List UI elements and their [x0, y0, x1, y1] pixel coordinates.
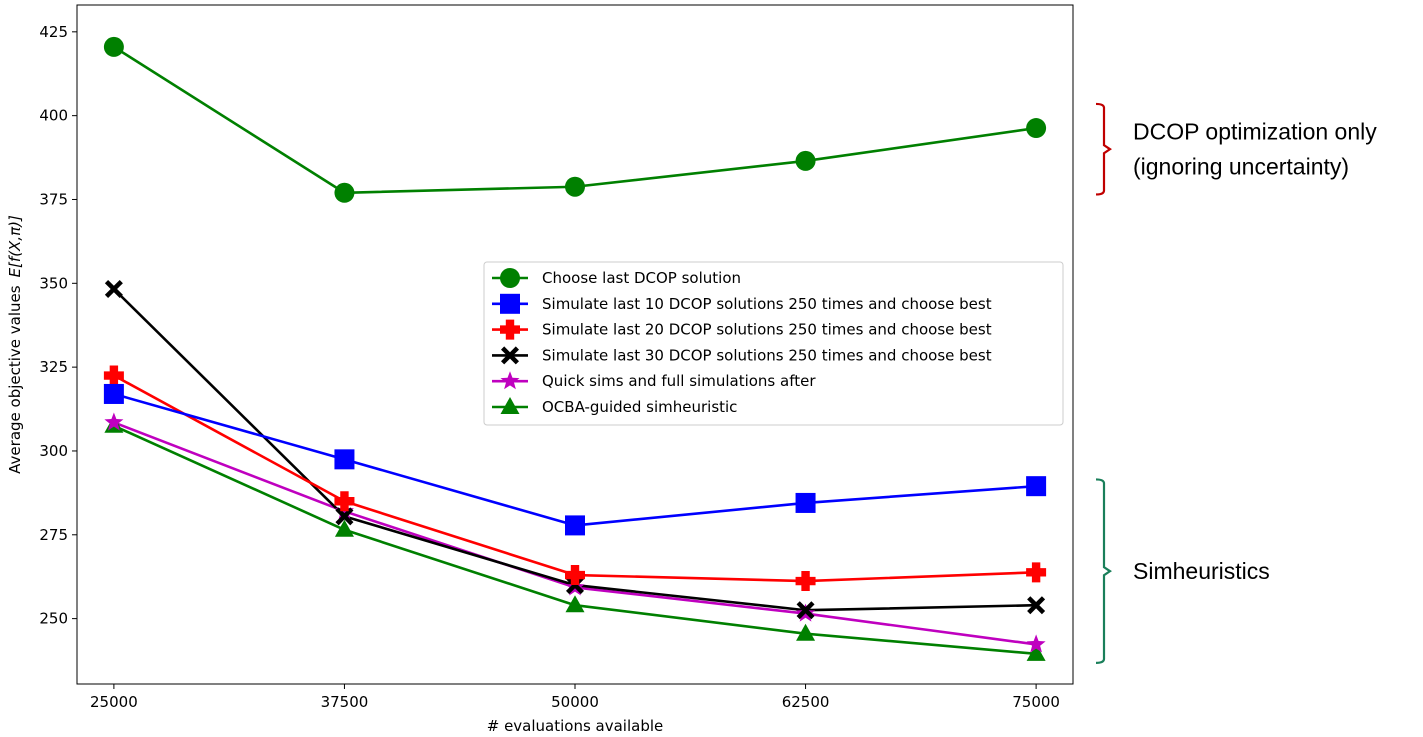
y-tick-label: 425	[39, 23, 68, 41]
x-tick-label: 37500	[321, 693, 369, 711]
y-tick-label: 350	[39, 274, 68, 292]
data-point-2	[565, 515, 585, 536]
data-point-5	[1026, 634, 1046, 653]
data-point-3	[565, 565, 585, 586]
annotations: DCOP optimization only (ignoring uncertai…	[1095, 102, 1377, 664]
legend-marker	[500, 371, 520, 390]
legend-entry-label: Simulate last 20 DCOP solutions 250 time…	[542, 321, 992, 339]
legend-entry-label: Quick sims and full simulations after	[542, 372, 816, 390]
legend-box	[483, 261, 1064, 426]
data-point-1	[103, 36, 124, 57]
series-line-6	[113, 424, 1037, 656]
data-point-4	[566, 576, 584, 595]
data-point-2	[795, 492, 816, 513]
annotation-label: (ignoring uncertainty)	[1133, 154, 1349, 180]
legend-entry-label: Choose last DCOP solution	[542, 269, 741, 287]
data-point-4	[104, 280, 123, 299]
data-point-5	[104, 412, 124, 431]
x-tick-label: 62500	[782, 693, 830, 711]
data-point-1	[334, 182, 355, 203]
x-axis-label: # evaluations available	[487, 717, 664, 735]
legend-entry-label: OCBA-guided simheuristic	[542, 398, 737, 416]
annotation-label: Simheuristics	[1133, 558, 1270, 584]
data-point-4	[1027, 596, 1046, 615]
legend-marker	[500, 268, 520, 288]
data-point-1	[795, 150, 816, 171]
legend-marker	[501, 346, 519, 365]
annotation-label: DCOP optimization only	[1133, 119, 1377, 145]
x-tick-label: 25000	[90, 693, 138, 711]
legend-marker	[500, 319, 520, 340]
legend: Choose last DCOP solution Simulate last 1…	[483, 261, 1064, 426]
data-point-6	[796, 623, 816, 641]
legend-marker	[500, 293, 520, 314]
y-tick-label: 400	[39, 107, 68, 125]
series-line-1	[113, 45, 1037, 195]
y-tick-label: 300	[39, 442, 68, 460]
data-point-6	[334, 519, 354, 537]
y-axis-label-text: Average objective values	[6, 285, 24, 474]
y-tick-label: 275	[39, 526, 68, 544]
data-point-3	[1026, 562, 1047, 583]
data-point-2	[334, 449, 355, 470]
annotation-bracket-1	[1095, 102, 1112, 196]
data-point-6	[1026, 643, 1046, 661]
data-point-1	[1026, 118, 1047, 139]
data-point-1	[565, 176, 585, 197]
y-tick-label: 250	[39, 610, 68, 628]
x-tick-label: 75000	[1012, 693, 1060, 711]
data-point-3	[334, 491, 355, 512]
data-point-2	[103, 383, 124, 404]
y-axis-label: Average objective values E[f(X,π)]	[6, 215, 24, 474]
data-point-6	[565, 595, 585, 613]
y-tick-label: 375	[39, 190, 68, 208]
legend-marker	[500, 397, 520, 414]
legend-entry-label: Simulate last 30 DCOP solutions 250 time…	[542, 346, 992, 364]
data-point-4	[796, 601, 815, 620]
data-point-3	[103, 365, 124, 386]
y-axis: 250 275 300 325 350 375 400 425	[39, 23, 77, 628]
x-axis: 25000 37500 50000 62500 75000	[90, 684, 1060, 711]
y-tick-label: 325	[39, 358, 68, 376]
y-axis-label-math: E[f(X,π)]	[6, 215, 24, 277]
annotation-bracket-2	[1095, 478, 1112, 664]
data-point-2	[1026, 476, 1047, 497]
series-markers	[103, 36, 1047, 661]
data-point-4	[335, 507, 354, 526]
data-point-3	[795, 571, 816, 592]
legend-entry-label: Simulate last 10 DCOP solutions 250 time…	[542, 295, 992, 313]
x-tick-label: 50000	[551, 693, 599, 711]
